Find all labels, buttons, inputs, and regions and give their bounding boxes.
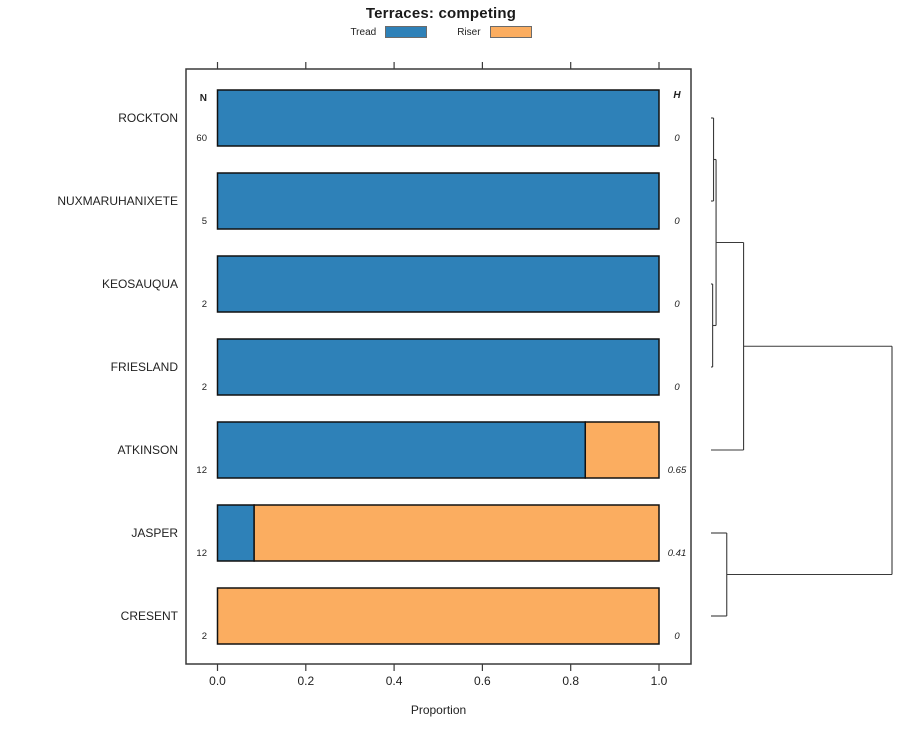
bar-segment-tread xyxy=(216,172,660,230)
legend-swatch-riser xyxy=(489,26,532,38)
row-label: FRIESLAND xyxy=(110,360,178,374)
legend-item-riser: Riser xyxy=(457,26,532,38)
h-value: 0.65 xyxy=(667,465,687,476)
row-label: ROCKTON xyxy=(118,111,178,125)
row-label: KEOSAUQUA xyxy=(101,277,178,291)
x-axis-tick-label: 0.2 xyxy=(297,674,315,688)
x-axis-tick-label: 0.0 xyxy=(209,674,226,688)
legend: Tread Riser xyxy=(186,25,696,39)
n-value: 2 xyxy=(201,631,207,642)
legend-swatch-tread xyxy=(385,26,428,38)
h-value: 0 xyxy=(674,133,680,144)
h-value: 0 xyxy=(674,299,680,310)
bar-segment-tread xyxy=(216,255,660,313)
row-label: NUXMARUHANIXETE xyxy=(57,194,178,208)
bar-segment-tread xyxy=(216,421,587,479)
chart-title: Terraces: competing xyxy=(365,5,517,22)
bar-segment-riser xyxy=(216,587,660,645)
row-label: JASPER xyxy=(131,526,178,540)
x-axis-tick-label: 0.8 xyxy=(562,674,580,688)
x-axis-tick-label: 1.0 xyxy=(650,674,668,688)
n-value: 60 xyxy=(196,133,207,144)
bar-segment-tread xyxy=(216,338,660,396)
n-value: 2 xyxy=(201,299,207,310)
n-value: 2 xyxy=(201,382,207,393)
row-label: ATKINSON xyxy=(117,443,178,457)
bar-segment-riser xyxy=(253,504,660,562)
n-value: 12 xyxy=(196,548,207,559)
x-axis-tick-label: 0.6 xyxy=(474,674,491,688)
h-value: 0 xyxy=(674,382,680,393)
row-label: CRESENT xyxy=(120,609,178,623)
x-axis-title: Proportion xyxy=(410,703,467,717)
bar-segment-tread xyxy=(216,89,660,147)
n-column-header: N xyxy=(199,93,207,104)
bar-segment-riser xyxy=(584,421,660,479)
legend-item-tread: Tread xyxy=(350,26,428,38)
n-value: 12 xyxy=(196,465,207,476)
plot-border xyxy=(185,68,692,665)
n-value: 5 xyxy=(201,216,207,227)
legend-label-riser: Riser xyxy=(457,26,481,38)
h-value: 0 xyxy=(674,631,680,642)
h-value: 0 xyxy=(674,216,680,227)
bar-segment-tread xyxy=(216,504,255,562)
legend-label-tread: Tread xyxy=(350,26,377,38)
x-axis-tick-label: 0.4 xyxy=(385,674,403,688)
h-column-header: H xyxy=(673,90,681,101)
h-value: 0.41 xyxy=(667,548,687,559)
